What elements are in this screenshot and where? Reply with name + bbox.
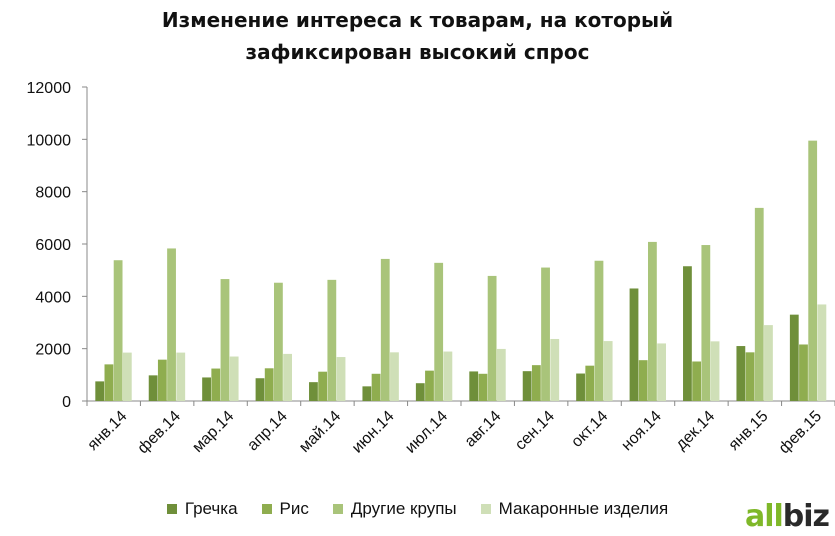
logo-part-biz: biz <box>782 499 830 534</box>
y-tick-label: 4000 <box>35 289 71 306</box>
bar-1 <box>683 266 692 401</box>
x-tick-label: июл.14 <box>402 408 451 457</box>
legend-swatch <box>261 504 272 514</box>
allbiz-logo: allbiz <box>744 499 830 534</box>
bar-1 <box>629 288 639 401</box>
bar-4 <box>710 341 720 401</box>
y-tick-label: 12000 <box>27 80 72 97</box>
bar-3 <box>594 260 604 401</box>
bar-2 <box>745 352 755 401</box>
bar-2 <box>371 373 381 401</box>
bar-4 <box>550 338 560 401</box>
bar-1 <box>309 382 318 401</box>
bar-1 <box>522 371 532 401</box>
bar-2 <box>531 365 541 401</box>
bar-3 <box>487 275 497 401</box>
bar-3 <box>327 279 337 401</box>
bar-4 <box>443 351 453 401</box>
bar-1 <box>148 375 158 401</box>
bar-1 <box>415 383 425 401</box>
bar-4 <box>229 356 239 401</box>
legend-label: Другие крупы <box>350 499 457 518</box>
bar-4 <box>764 325 773 401</box>
y-tick-label: 6000 <box>35 237 71 254</box>
bar-4 <box>122 352 132 401</box>
x-tick-label: янв.14 <box>84 408 130 454</box>
bar-2 <box>425 370 434 401</box>
y-tick-label: 8000 <box>35 185 71 202</box>
bar-1 <box>576 373 585 401</box>
x-tick-label: мар.14 <box>189 408 237 456</box>
y-tick-label: 10000 <box>27 132 72 149</box>
bar-4 <box>817 304 827 401</box>
bar-1 <box>362 386 372 401</box>
bar-3 <box>167 248 176 401</box>
y-tick-label: 2000 <box>35 342 71 359</box>
bar-4 <box>657 343 666 401</box>
bar-2 <box>264 368 274 401</box>
legend-swatch <box>332 504 343 514</box>
x-tick-label: ноя.14 <box>618 408 664 454</box>
legend-label: Гречка <box>184 499 238 518</box>
bar-4 <box>283 353 292 401</box>
x-tick-label: июн.14 <box>349 408 398 457</box>
bar-3 <box>434 262 444 401</box>
bar-4 <box>496 348 506 401</box>
x-tick-label: сен.14 <box>512 408 558 454</box>
bar-3 <box>274 282 283 401</box>
legend-swatch <box>480 504 491 514</box>
chart-title: Изменение интереса к товарам, на который… <box>0 4 835 68</box>
x-tick-label: окт.14 <box>568 408 611 451</box>
x-tick-label: янв.15 <box>726 408 772 454</box>
bar-3 <box>808 140 818 401</box>
bar-3 <box>754 207 764 401</box>
chart-title-line-1: Изменение интереса к товарам, на который <box>161 8 674 32</box>
legend-swatch <box>166 504 177 514</box>
x-tick-label: апр.14 <box>244 408 291 455</box>
x-tick-label: фев.14 <box>135 408 184 457</box>
legend-label: Рис <box>279 499 309 518</box>
bar-3 <box>113 260 123 401</box>
x-tick-label: май.14 <box>296 408 344 456</box>
legend-label: Макаронные изделия <box>498 499 669 518</box>
chart-title-line-2: зафиксирован высокий спрос <box>245 40 590 64</box>
bar-1 <box>789 314 799 401</box>
bar-2 <box>104 364 114 401</box>
bar-4 <box>603 341 613 401</box>
bar-4 <box>176 352 186 401</box>
bar-3 <box>701 245 711 401</box>
logo-part-all: all <box>744 499 784 534</box>
legend-item: Гречка <box>166 499 238 519</box>
bar-2 <box>211 368 221 401</box>
chart-legend: Гречка Рис Другие крупы Макаронные изделия <box>0 497 835 521</box>
bar-2 <box>318 371 328 401</box>
bar-3 <box>541 267 550 401</box>
bar-1 <box>95 381 105 401</box>
bar-3 <box>648 241 657 401</box>
x-tick-label: авг.14 <box>462 408 505 451</box>
bar-2 <box>478 373 488 401</box>
legend-item: Другие крупы <box>332 499 457 519</box>
x-tick-label: дек.14 <box>673 408 719 454</box>
bar-3 <box>220 279 230 401</box>
bar-2 <box>157 359 167 401</box>
bar-4 <box>336 357 346 401</box>
bar-4 <box>390 352 399 401</box>
y-tick-label: 0 <box>62 394 71 411</box>
bar-1 <box>255 378 265 401</box>
legend-item: Макаронные изделия <box>480 499 669 519</box>
bar-1 <box>469 371 479 401</box>
bar-2 <box>638 360 648 401</box>
bar-1 <box>202 377 211 401</box>
legend-item: Рис <box>261 499 309 519</box>
bar-2 <box>585 365 595 401</box>
bar-3 <box>380 258 390 401</box>
bar-2 <box>692 361 702 401</box>
bar-2 <box>799 344 808 401</box>
x-tick-label: фев.15 <box>776 408 825 457</box>
bar-1 <box>736 346 746 401</box>
